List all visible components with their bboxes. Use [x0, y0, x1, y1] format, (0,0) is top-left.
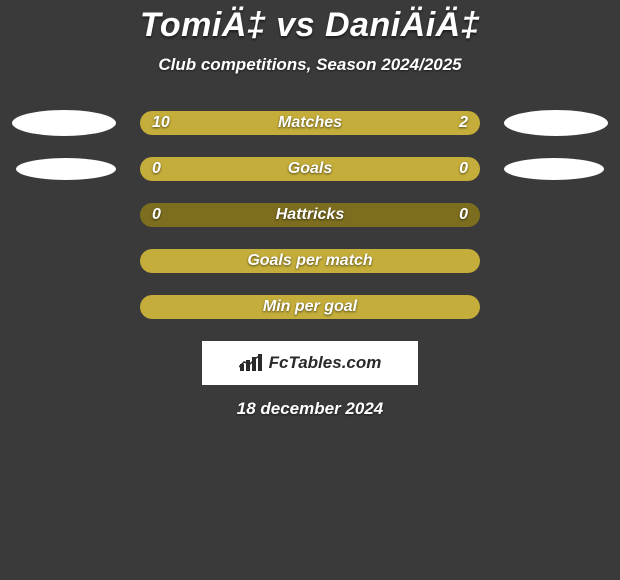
stat-row: 102Matches [0, 111, 620, 135]
stat-label: Min per goal [140, 295, 480, 319]
player-right-marker [504, 110, 608, 136]
bar-chart-icon [239, 354, 263, 372]
stat-label: Goals per match [140, 249, 480, 273]
stat-row: Goals per match [0, 249, 620, 273]
stat-bar: Min per goal [140, 295, 480, 319]
comparison-widget: TomiÄ‡ vs DaniÄiÄ‡ Club competitions, Se… [0, 0, 620, 419]
stat-row: 00Hattricks [0, 203, 620, 227]
stat-bar: Goals per match [140, 249, 480, 273]
subtitle: Club competitions, Season 2024/2025 [0, 55, 620, 75]
date-text: 18 december 2024 [0, 399, 620, 419]
stat-row: Min per goal [0, 295, 620, 319]
page-title: TomiÄ‡ vs DaniÄiÄ‡ [0, 6, 620, 45]
logo-box: FcTables.com [202, 341, 418, 385]
stat-row: 00Goals [0, 157, 620, 181]
player-right-marker [504, 158, 604, 180]
player-left-marker [16, 158, 116, 180]
stat-bar: 102Matches [140, 111, 480, 135]
player-left-marker [12, 110, 116, 136]
stat-label: Goals [140, 157, 480, 181]
stat-rows: 102Matches 00Goals 00Hattricks Goals per ma… [0, 111, 620, 319]
stat-label: Matches [140, 111, 480, 135]
stat-bar: 00Goals [140, 157, 480, 181]
stat-label: Hattricks [140, 203, 480, 227]
logo: FcTables.com [239, 353, 382, 373]
logo-text: FcTables.com [269, 353, 382, 373]
stat-bar: 00Hattricks [140, 203, 480, 227]
